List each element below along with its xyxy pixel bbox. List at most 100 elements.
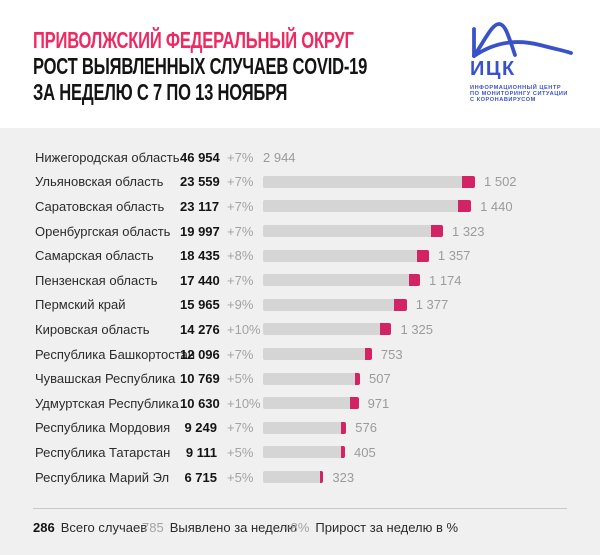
table-row: Нижегородская область 46 954 +7% 2 944 xyxy=(0,145,600,170)
table-row: Саратовская область 23 117 +7% 1 440 xyxy=(0,194,600,219)
legend-weekly: 785 Выявлено за неделю xyxy=(142,520,297,535)
stacked-bar xyxy=(263,421,347,434)
logo-caption-line3: С КОРОНАВИРУСОМ xyxy=(470,97,536,104)
region-name: Республика Мордовия xyxy=(35,420,171,436)
growth-percent: +5% xyxy=(227,371,254,387)
stacked-bar xyxy=(263,471,324,484)
bar-total-segment xyxy=(263,323,380,336)
bar-total-segment xyxy=(263,348,366,361)
table-row: Самарская область 18 435 +8% 1 357 xyxy=(0,243,600,268)
total-cases: 19 997 xyxy=(180,223,220,239)
weekly-value: 1 502 xyxy=(484,174,517,190)
weekly-value: 576 xyxy=(355,420,377,436)
region-name: Республика Башкортостан xyxy=(35,346,195,362)
bar-total-segment xyxy=(263,372,356,385)
total-cases: 9 111 xyxy=(185,444,217,460)
total-cases: 46 954 xyxy=(180,149,220,165)
epidemic-curve-icon xyxy=(472,22,573,58)
legend-total: 286 Всего случаев xyxy=(33,520,147,535)
logo-caption: ИНФОРМАЦИОННЫЙ ЦЕНТР ПО МОНИТОРИНГУ СИТУ… xyxy=(470,85,585,104)
bar-weekly-segment xyxy=(409,274,420,287)
weekly-value: 1 325 xyxy=(400,321,434,337)
stacked-bar xyxy=(263,200,472,213)
region-name: Кировская область xyxy=(35,321,150,337)
stacked-bar xyxy=(263,298,407,311)
legend-pct: +8% Прирост за неделю в % xyxy=(283,520,458,535)
growth-percent: +7% xyxy=(227,149,254,165)
ick-logo: ИЦК ИНФОРМАЦИОННЫЙ ЦЕНТР ПО МОНИТОРИНГУ … xyxy=(470,14,585,104)
growth-percent: +7% xyxy=(227,174,254,190)
bar-weekly-segment xyxy=(341,446,345,459)
total-cases: 9 249 xyxy=(184,420,217,436)
table-row: Кировская область 14 276 +10% 1 325 xyxy=(0,317,600,342)
region-name: Нижегородская область xyxy=(35,149,180,165)
bar-total-segment xyxy=(263,175,462,188)
legend-pct-label: Прирост за неделю в % xyxy=(315,520,459,535)
header: ПРИВОЛЖСКИЙ ФЕДЕРАЛЬНЫЙ ОКРУГ РОСТ ВЫЯВЛ… xyxy=(33,27,497,105)
bar-total-segment xyxy=(263,446,342,459)
logo-caption-line2: ПО МОНИТОРИНГУ СИТУАЦИИ xyxy=(470,91,568,98)
weekly-value: 1 440 xyxy=(480,198,513,214)
bar-weekly-segment xyxy=(458,200,472,213)
total-cases: 23 117 xyxy=(180,198,220,214)
bar-total-segment xyxy=(263,249,417,262)
growth-percent: +7% xyxy=(227,346,254,362)
bar-total-segment xyxy=(263,397,350,410)
stacked-bar xyxy=(263,249,429,262)
stacked-bar xyxy=(263,397,359,410)
weekly-bar-group: 1 377 xyxy=(263,297,448,312)
bar-total-segment xyxy=(263,225,432,238)
bar-weekly-segment xyxy=(341,421,347,434)
weekly-bar-group: 1 174 xyxy=(263,273,462,288)
growth-percent: +10% xyxy=(227,395,261,411)
chart-panel: Нижегородская область 46 954 +7% 2 944 Ульян… xyxy=(0,128,600,555)
weekly-value: 405 xyxy=(353,444,376,460)
weekly-value: 1 323 xyxy=(451,223,485,239)
bar-total-segment xyxy=(263,471,321,484)
weekly-value: 507 xyxy=(368,371,391,387)
total-cases: 15 965 xyxy=(180,297,220,313)
table-row: Чувашская Республика 10 769 +5% 507 xyxy=(0,366,600,391)
region-name: Ульяновская область xyxy=(35,174,164,190)
growth-percent: +5% xyxy=(227,469,254,485)
growth-percent: +7% xyxy=(227,198,254,214)
legend-pct-value: +8% xyxy=(283,520,310,535)
weekly-value: 2 944 xyxy=(263,149,296,165)
weekly-value: 1 377 xyxy=(415,297,449,313)
table-row: Пензенская область 17 440 +7% 1 174 xyxy=(0,268,600,293)
stacked-bar xyxy=(263,446,345,459)
growth-percent: +7% xyxy=(227,272,254,288)
weekly-bar-group: 1 357 xyxy=(263,248,470,263)
bar-weekly-segment xyxy=(461,175,475,188)
page-title: ПРИВОЛЖСКИЙ ФЕДЕРАЛЬНЫЙ ОКРУГ xyxy=(33,27,497,53)
growth-percent: +7% xyxy=(227,420,254,436)
bar-weekly-segment xyxy=(320,471,324,484)
table-row: Республика Татарстан 9 111 +5% 405 xyxy=(0,440,600,465)
total-cases: 10 769 xyxy=(180,371,220,387)
stacked-bar xyxy=(263,372,360,385)
page-subtitle-line1: РОСТ ВЫЯВЛЕННЫХ СЛУЧАЕВ COVID-19 xyxy=(33,53,368,79)
weekly-bar-group: 1 323 xyxy=(263,224,485,239)
total-cases: 17 440 xyxy=(180,272,220,288)
bar-weekly-segment xyxy=(355,372,360,385)
bar-weekly-segment xyxy=(349,397,359,410)
weekly-bar-group: 971 xyxy=(263,396,389,411)
table-row: Республика Марий Эл 6 715 +5% 323 xyxy=(0,465,600,490)
weekly-value: 753 xyxy=(380,346,403,362)
legend-total-value: 286 xyxy=(33,520,55,535)
stacked-bar xyxy=(263,274,420,287)
region-name: Пермский край xyxy=(35,297,126,313)
stacked-bar xyxy=(263,323,392,336)
legend-weekly-value: 785 xyxy=(142,520,164,535)
legend-weekly-label: Выявлено за неделю xyxy=(169,520,297,535)
region-name: Республика Татарстан xyxy=(35,444,171,460)
region-name: Оренбургская область xyxy=(35,223,171,239)
region-name: Удмуртская Республика xyxy=(35,395,179,411)
weekly-bar-group: 576 xyxy=(263,420,377,435)
growth-percent: +10% xyxy=(227,321,261,337)
legend-divider xyxy=(33,508,567,509)
weekly-bar-group: 1 325 xyxy=(263,322,433,337)
region-name: Чувашская Республика xyxy=(35,371,176,387)
stacked-bar xyxy=(263,225,443,238)
footer-legend: 286 Всего случаев 785 Выявлено за неделю +… xyxy=(0,517,600,537)
